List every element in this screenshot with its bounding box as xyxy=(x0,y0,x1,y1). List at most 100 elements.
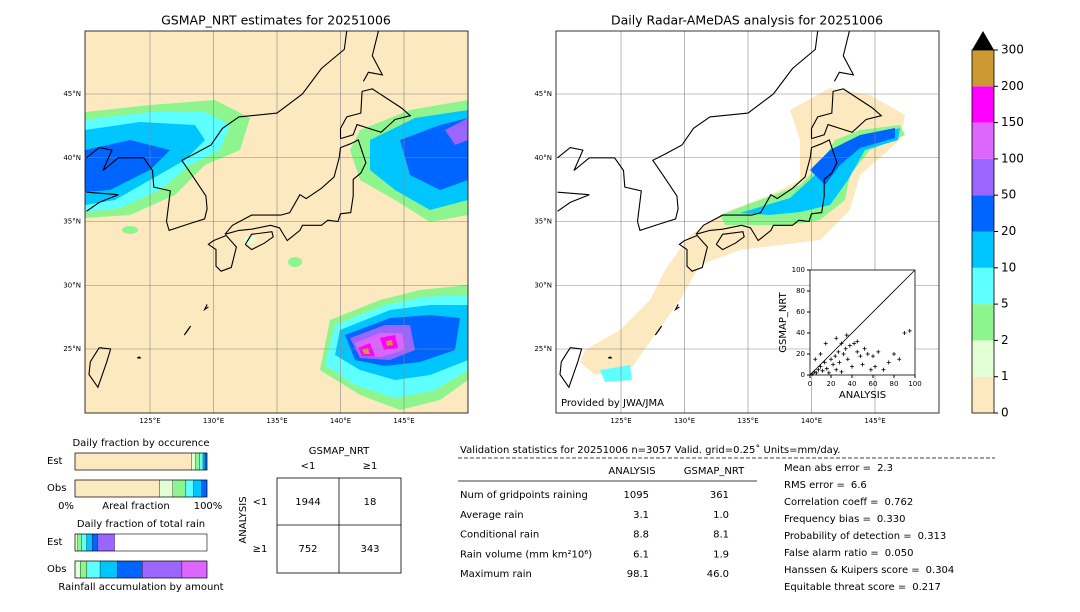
panel-title: Daily fraction of total rain xyxy=(77,519,205,530)
fraction-segment xyxy=(80,560,88,579)
stats-column: GSMAP_NRT xyxy=(684,466,745,477)
score-value: 0.217 xyxy=(912,582,941,593)
point xyxy=(892,352,896,356)
stats-column: ANALYSIS xyxy=(608,466,655,477)
point xyxy=(812,369,817,374)
colorbar-label: 20 xyxy=(1001,224,1016,238)
bar-frame xyxy=(74,533,208,552)
coastline xyxy=(88,347,112,389)
score-label: Hanssen & Kuipers score = xyxy=(784,565,920,576)
map-title: Daily Radar-AMeDAS analysis for 20251006 xyxy=(611,13,883,28)
point xyxy=(831,362,836,367)
fraction-segment xyxy=(74,560,81,579)
colorbar-arrow xyxy=(972,31,994,50)
stats-value: 1.0 xyxy=(713,510,729,521)
point xyxy=(876,349,881,354)
colorbar-label: 200 xyxy=(1001,79,1024,93)
coastline xyxy=(362,31,384,82)
fraction-segment xyxy=(191,452,196,471)
x-tick-label: 60 xyxy=(869,380,878,388)
axis-min: 0% xyxy=(58,501,74,512)
y-tick-label: 100 xyxy=(792,266,805,274)
point xyxy=(822,360,827,365)
axis-label: Areal fraction xyxy=(102,501,169,512)
coastline xyxy=(654,325,663,336)
colorbar-segment xyxy=(972,50,994,87)
colorbar-label: 300 xyxy=(1001,43,1024,57)
contingency-frame xyxy=(276,477,402,574)
fraction-segment xyxy=(77,533,82,552)
stats-value: 8.1 xyxy=(713,530,729,541)
colorbar-segment xyxy=(972,376,994,413)
score: Probability of detection = 0.313 xyxy=(784,531,946,542)
rain-field xyxy=(85,100,468,410)
colorbar-label: 5 xyxy=(1001,297,1009,311)
point xyxy=(881,367,886,372)
col-label: ≥1 xyxy=(363,461,378,472)
colorbar-label: 150 xyxy=(1001,115,1024,129)
score-label: Equitable threat score = xyxy=(784,582,906,593)
y-tick-label: 80 xyxy=(796,287,805,295)
colorbar-segment xyxy=(972,340,994,377)
fraction-segment xyxy=(185,479,194,498)
point xyxy=(858,354,863,359)
x-tick-label: 100 xyxy=(908,380,921,388)
stats-value: 6.1 xyxy=(633,549,649,560)
colorbar-segment xyxy=(972,158,994,196)
lon-label: 135°E xyxy=(737,417,758,425)
point xyxy=(841,352,846,356)
point xyxy=(836,349,841,354)
lon-label: 135°E xyxy=(266,417,287,425)
score-value: 0.313 xyxy=(918,531,947,542)
coastline xyxy=(559,347,583,389)
stats-value: 8.8 xyxy=(633,530,649,541)
map-frame xyxy=(555,30,940,414)
fraction-segment xyxy=(99,560,118,579)
bar-frame xyxy=(74,560,208,579)
lon-label: 140°E xyxy=(330,417,351,425)
lat-label: 35°N xyxy=(63,218,81,226)
bar-row-label: Obs xyxy=(47,564,66,575)
coastline xyxy=(833,31,855,82)
col-title: GSMAP_NRT xyxy=(309,446,370,457)
colorbar-segment xyxy=(972,304,994,341)
lat-label: 25°N xyxy=(534,345,552,353)
cell: 1944 xyxy=(295,497,320,508)
bar-frame xyxy=(74,479,208,498)
point xyxy=(839,369,844,374)
fraction-segment xyxy=(92,533,98,552)
score: False alarm ratio = 0.050 xyxy=(784,548,913,559)
score-label: Frequency bias = xyxy=(784,514,871,525)
stats-row-label: Rain volume (mm km²10⁶) xyxy=(460,549,592,560)
fraction-segment xyxy=(81,533,88,552)
score-value: 0.050 xyxy=(885,548,914,559)
colorbar-label: 50 xyxy=(1001,188,1016,202)
row-label: <1 xyxy=(253,497,268,508)
y-tick-label: 20 xyxy=(796,350,805,358)
point xyxy=(850,364,854,369)
point xyxy=(860,362,865,367)
cell: 752 xyxy=(298,544,317,555)
point xyxy=(843,346,848,351)
coastline xyxy=(674,304,680,312)
point xyxy=(834,336,839,341)
row-label: ≥1 xyxy=(253,544,268,555)
stats-row-label: Num of gridpoints raining xyxy=(460,490,588,501)
point xyxy=(829,357,833,362)
score: Correlation coeff = 0.762 xyxy=(784,497,913,508)
point xyxy=(862,346,867,351)
point xyxy=(816,367,821,372)
point xyxy=(826,370,831,375)
point xyxy=(814,370,819,375)
score: Hanssen & Kuipers score = 0.304 xyxy=(784,565,954,576)
score: RMS error = 6.6 xyxy=(784,480,867,491)
point xyxy=(886,360,891,365)
fraction-segment xyxy=(159,479,173,498)
lat-label: 45°N xyxy=(534,90,552,98)
point xyxy=(855,339,860,344)
coastline xyxy=(695,139,838,242)
panel-title: Daily fraction by occurence xyxy=(72,438,209,449)
x-tick-label: 40 xyxy=(848,380,857,388)
point xyxy=(837,360,842,365)
